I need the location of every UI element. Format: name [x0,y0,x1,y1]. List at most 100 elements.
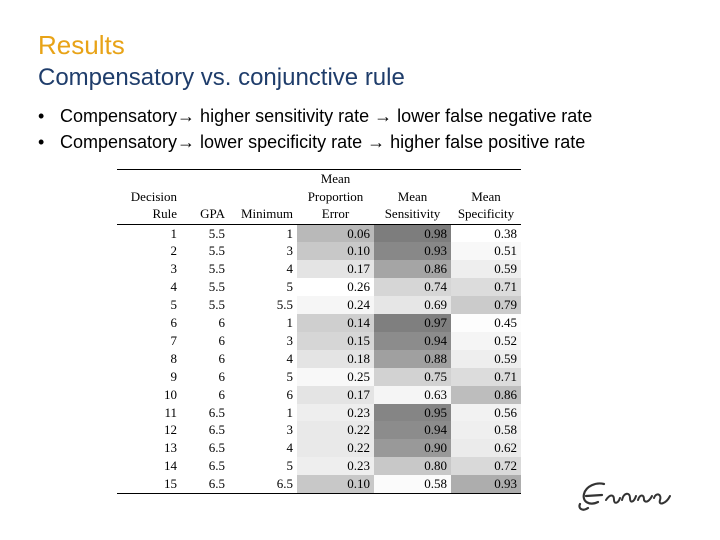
cell-mean-proportion-error: 0.24 [297,296,374,315]
cell-mean-sensitivity: 0.75 [374,367,451,386]
cell-mean-specificity: 0.45 [451,314,521,332]
cell-decision-rule: 7 [170,332,178,348]
cell-minimum: 4 [286,261,294,277]
cell-gpa: 6.5 [208,458,225,474]
table-row: 10 6 6 0.17 0.63 0.86 [117,385,521,404]
cell-mean-proportion-error: 0.26 [297,278,374,297]
cell-decision-rule: 13 [164,440,177,456]
header-row: Decision Rule GPA Minimum Mean Proportion E… [117,169,521,225]
table-row: 5 5.5 5.5 0.24 0.69 0.79 [117,296,521,315]
cell-mean-proportion-error: 0.22 [297,439,374,458]
cell-mean-specificity: 0.71 [451,278,521,297]
cell-gpa: 6.5 [208,440,225,456]
cell-minimum: 5 [286,458,294,474]
cell-minimum: 3 [286,243,294,259]
cell-mean-specificity: 0.71 [451,367,521,386]
cell-mean-proportion-error: 0.23 [297,457,374,476]
cell-gpa: 6.5 [208,476,225,492]
cell-mean-proportion-error: 0.25 [297,367,374,386]
table-row: 8 6 4 0.18 0.88 0.59 [117,349,521,368]
cell-gpa: 5.5 [208,243,225,259]
cell-gpa: 6 [218,315,226,331]
table-body: 1 5.5 1 0.06 0.98 0.38 2 5.5 3 0.10 0.93 0.51 3 5.5 4 0… [117,224,521,494]
cell-gpa: 6 [218,332,226,348]
cell-mean-sensitivity: 0.63 [374,385,451,404]
cell-mean-sensitivity: 0.97 [374,314,451,332]
cell-decision-rule: 14 [164,458,177,474]
cell-gpa: 5.5 [208,261,225,277]
cell-mean-proportion-error: 0.10 [297,242,374,261]
cell-mean-sensitivity: 0.94 [374,421,451,440]
cell-gpa: 6 [218,350,226,366]
cell-mean-sensitivity: 0.86 [374,260,451,279]
cell-decision-rule: 9 [170,368,178,384]
cell-mean-specificity: 0.62 [451,439,521,458]
cell-minimum: 1 [286,315,294,331]
cell-mean-sensitivity: 0.80 [374,457,451,476]
cell-mean-specificity: 0.59 [451,260,521,279]
cell-mean-specificity: 0.86 [451,385,521,404]
cell-decision-rule: 8 [170,350,178,366]
cell-decision-rule: 10 [164,386,177,402]
cell-mean-proportion-error: 0.10 [297,475,374,494]
cell-mean-specificity: 0.58 [451,421,521,440]
bullet-dot-icon: • [38,106,45,126]
cell-mean-specificity: 0.51 [451,242,521,261]
cell-decision-rule: 12 [164,422,177,438]
cell-mean-specificity: 0.59 [451,349,521,368]
table-row: 15 6.5 6.5 0.10 0.58 0.93 [117,475,521,494]
header-mean-proportion-error: Mean Proportion Error [297,169,374,225]
cell-decision-rule: 4 [170,279,178,295]
table-row: 12 6.5 3 0.22 0.94 0.58 [117,421,521,440]
header-minimum: Minimum [229,169,297,225]
cell-gpa: 6 [218,368,226,384]
cell-minimum: 6 [286,386,294,402]
table-row: 13 6.5 4 0.22 0.90 0.62 [117,439,521,458]
bullet-item: • Compensatory→ lower specificity rate → … [38,129,592,155]
cell-mean-sensitivity: 0.98 [374,224,451,243]
cell-decision-rule: 11 [164,404,177,420]
table-row: 14 6.5 5 0.23 0.80 0.72 [117,457,521,476]
bullet-text: Compensatory→ higher sensitivity rate → … [60,106,593,126]
cell-mean-sensitivity: 0.95 [374,403,451,422]
cell-mean-proportion-error: 0.22 [297,421,374,440]
table-row: 6 6 1 0.14 0.97 0.45 [117,314,521,332]
bullet-text: Compensatory→ lower specificity rate → h… [60,132,586,152]
header-mean-sensitivity: Mean Sensitivity [374,169,451,225]
cell-mean-sensitivity: 0.90 [374,439,451,458]
cell-gpa: 6.5 [208,422,225,438]
table-row: 1 5.5 1 0.06 0.98 0.38 [117,224,521,243]
cell-mean-specificity: 0.79 [451,296,521,315]
cell-mean-specificity: 0.56 [451,403,521,422]
table-row: 2 5.5 3 0.10 0.93 0.51 [117,242,521,261]
header-mean-specificity: Mean Specificity [451,169,521,225]
cell-minimum: 6.5 [276,476,293,492]
cell-minimum: 4 [286,350,294,366]
cell-decision-rule: 1 [170,225,178,241]
cell-minimum: 4 [286,440,294,456]
cell-gpa: 5.5 [208,225,225,241]
slide-subtitle: Compensatory vs. conjunctive rule [38,64,405,91]
results-table: Decision Rule GPA Minimum Mean Proportion E… [117,169,521,495]
table-row: 4 5.5 5 0.26 0.74 0.71 [117,278,521,297]
bullet-item: • Compensatory→ higher sensitivity rate →… [38,103,592,129]
cell-decision-rule: 2 [170,243,178,259]
cell-mean-proportion-error: 0.17 [297,260,374,279]
cell-mean-specificity: 0.52 [451,331,521,350]
cell-mean-proportion-error: 0.14 [297,314,374,332]
cell-mean-proportion-error: 0.15 [297,331,374,350]
cell-gpa: 6.5 [208,404,225,420]
cell-minimum: 1 [286,404,294,420]
cell-minimum: 3 [286,422,294,438]
bullet-dot-icon: • [38,132,45,152]
cell-mean-proportion-error: 0.17 [297,385,374,404]
header-gpa: GPA [181,169,229,225]
header-decision-rule: Decision Rule [117,169,181,225]
cell-mean-sensitivity: 0.69 [374,296,451,315]
cell-minimum: 5 [286,368,294,384]
cell-gpa: 5.5 [208,279,225,295]
cell-mean-sensitivity: 0.94 [374,331,451,350]
cell-mean-sensitivity: 0.88 [374,349,451,368]
cell-decision-rule: 5 [170,297,178,313]
erasmus-logo-icon [578,482,671,511]
